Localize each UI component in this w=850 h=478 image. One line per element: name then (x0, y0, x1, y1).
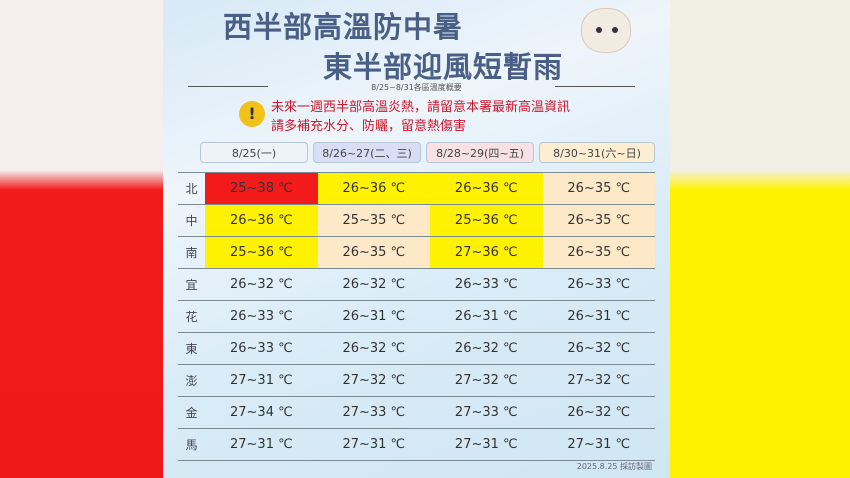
background-left (0, 0, 163, 478)
forecast-infographic: 西半部高溫防中暑 東半部迎風短暫雨 8/25~8/31各區溫度概要 ! 未來一週… (163, 0, 670, 478)
temperature-table: 北 25~38 ℃ 26~36 ℃ 26~36 ℃ 26~35 ℃ 中 26~36 ℃ 25~… (178, 172, 655, 461)
temperature-cell: 27~32 ℃ (317, 364, 431, 397)
table-row: 南 25~36 ℃ 26~35 ℃ 27~36 ℃ 26~35 ℃ (178, 236, 655, 269)
temperature-cell: 26~35 ℃ (317, 236, 431, 269)
temperature-cell: 27~33 ℃ (317, 396, 431, 429)
temperature-cell: 27~33 ℃ (430, 396, 543, 429)
temperature-cell: 27~32 ℃ (430, 364, 543, 397)
exclamation-icon: ! (239, 101, 265, 127)
temperature-cell: 26~33 ℃ (205, 332, 318, 365)
temperature-cell: 26~32 ℃ (317, 332, 431, 365)
region-label: 花 (178, 300, 206, 333)
temperature-cell: 27~31 ℃ (430, 428, 543, 461)
temperature-cell: 27~31 ℃ (542, 428, 655, 461)
temperature-cell: 27~32 ℃ (542, 364, 655, 397)
region-label: 北 (178, 172, 206, 205)
region-label: 中 (178, 204, 206, 237)
temperature-cell: 27~31 ℃ (205, 364, 318, 397)
temperature-cell: 25~36 ℃ (430, 204, 543, 237)
temperature-cell: 25~35 ℃ (317, 204, 431, 237)
temperature-cell: 26~33 ℃ (430, 268, 543, 301)
temperature-cell: 27~31 ℃ (317, 428, 431, 461)
subtitle: 8/25~8/31各區溫度概要 (371, 83, 462, 92)
table-row: 東 26~33 ℃ 26~32 ℃ 26~32 ℃ 26~32 ℃ (178, 332, 655, 365)
temperature-cell: 27~36 ℃ (430, 236, 543, 269)
region-label: 馬 (178, 428, 206, 461)
table-row: 北 25~38 ℃ 26~36 ℃ 26~36 ℃ 26~35 ℃ (178, 172, 655, 205)
temperature-cell: 26~31 ℃ (542, 300, 655, 333)
table-row: 中 26~36 ℃ 25~35 ℃ 25~36 ℃ 26~35 ℃ (178, 204, 655, 237)
temperature-cell: 26~32 ℃ (317, 268, 431, 301)
temperature-cell: 27~34 ℃ (205, 396, 318, 429)
temperature-cell: 26~35 ℃ (542, 236, 655, 269)
divider (555, 86, 635, 87)
region-label: 南 (178, 236, 206, 269)
temperature-cell: 26~33 ℃ (542, 268, 655, 301)
region-label: 澎 (178, 364, 206, 397)
temperature-cell: 26~33 ℃ (205, 300, 318, 333)
temperature-cell: 26~35 ℃ (542, 204, 655, 237)
temperature-cell: 26~32 ℃ (430, 332, 543, 365)
temperature-cell: 26~31 ℃ (430, 300, 543, 333)
warning-line-2: 請多補充水分、防曬，留意熱傷害 (271, 119, 467, 134)
column-header: 8/26~27(二、三) (313, 142, 421, 163)
temperature-cell: 26~31 ℃ (317, 300, 431, 333)
region-label: 金 (178, 396, 206, 429)
table-row: 馬 27~31 ℃ 27~31 ℃ 27~31 ℃ 27~31 ℃ (178, 428, 655, 461)
warning-line-1: 未來一週西半部高溫炎熱，請留意本署最新高溫資訊 (271, 100, 571, 115)
temperature-cell: 26~36 ℃ (317, 172, 431, 205)
temperature-cell: 26~35 ℃ (542, 172, 655, 205)
footer-credit: 2025.8.25 採訪製圖 (576, 462, 652, 471)
column-header: 8/28~29(四~五) (426, 142, 534, 163)
table-row: 花 26~33 ℃ 26~31 ℃ 26~31 ℃ 26~31 ℃ (178, 300, 655, 333)
table-row: 金 27~34 ℃ 27~33 ℃ 27~33 ℃ 26~32 ℃ (178, 396, 655, 429)
temperature-cell: 25~38 ℃ (205, 172, 318, 205)
temperature-cell: 26~36 ℃ (430, 172, 543, 205)
temperature-cell: 25~36 ℃ (205, 236, 318, 269)
warning-text: 未來一週西半部高溫炎熱，請留意本署最新高溫資訊 請多補充水分、防曬，留意熱傷害 (271, 98, 570, 136)
column-header: 8/30~31(六~日) (539, 142, 655, 163)
divider (188, 86, 268, 87)
table-row: 澎 27~31 ℃ 27~32 ℃ 27~32 ℃ 27~32 ℃ (178, 364, 655, 397)
temperature-cell: 26~32 ℃ (205, 268, 318, 301)
background-right (670, 0, 850, 478)
temperature-cell: 26~32 ℃ (542, 396, 655, 429)
region-label: 宜 (178, 268, 206, 301)
table-row: 宜 26~32 ℃ 26~32 ℃ 26~33 ℃ 26~33 ℃ (178, 268, 655, 301)
temperature-cell: 26~36 ℃ (205, 204, 318, 237)
temperature-cell: 26~32 ℃ (542, 332, 655, 365)
mascot-icon (581, 8, 631, 53)
title-line-2: 東半部迎風短暫雨 (323, 50, 564, 84)
temperature-cell: 27~31 ℃ (205, 428, 318, 461)
title-line-1: 西半部高溫防中暑 (223, 10, 464, 44)
column-header: 8/25(一) (200, 142, 308, 163)
region-label: 東 (178, 332, 206, 365)
